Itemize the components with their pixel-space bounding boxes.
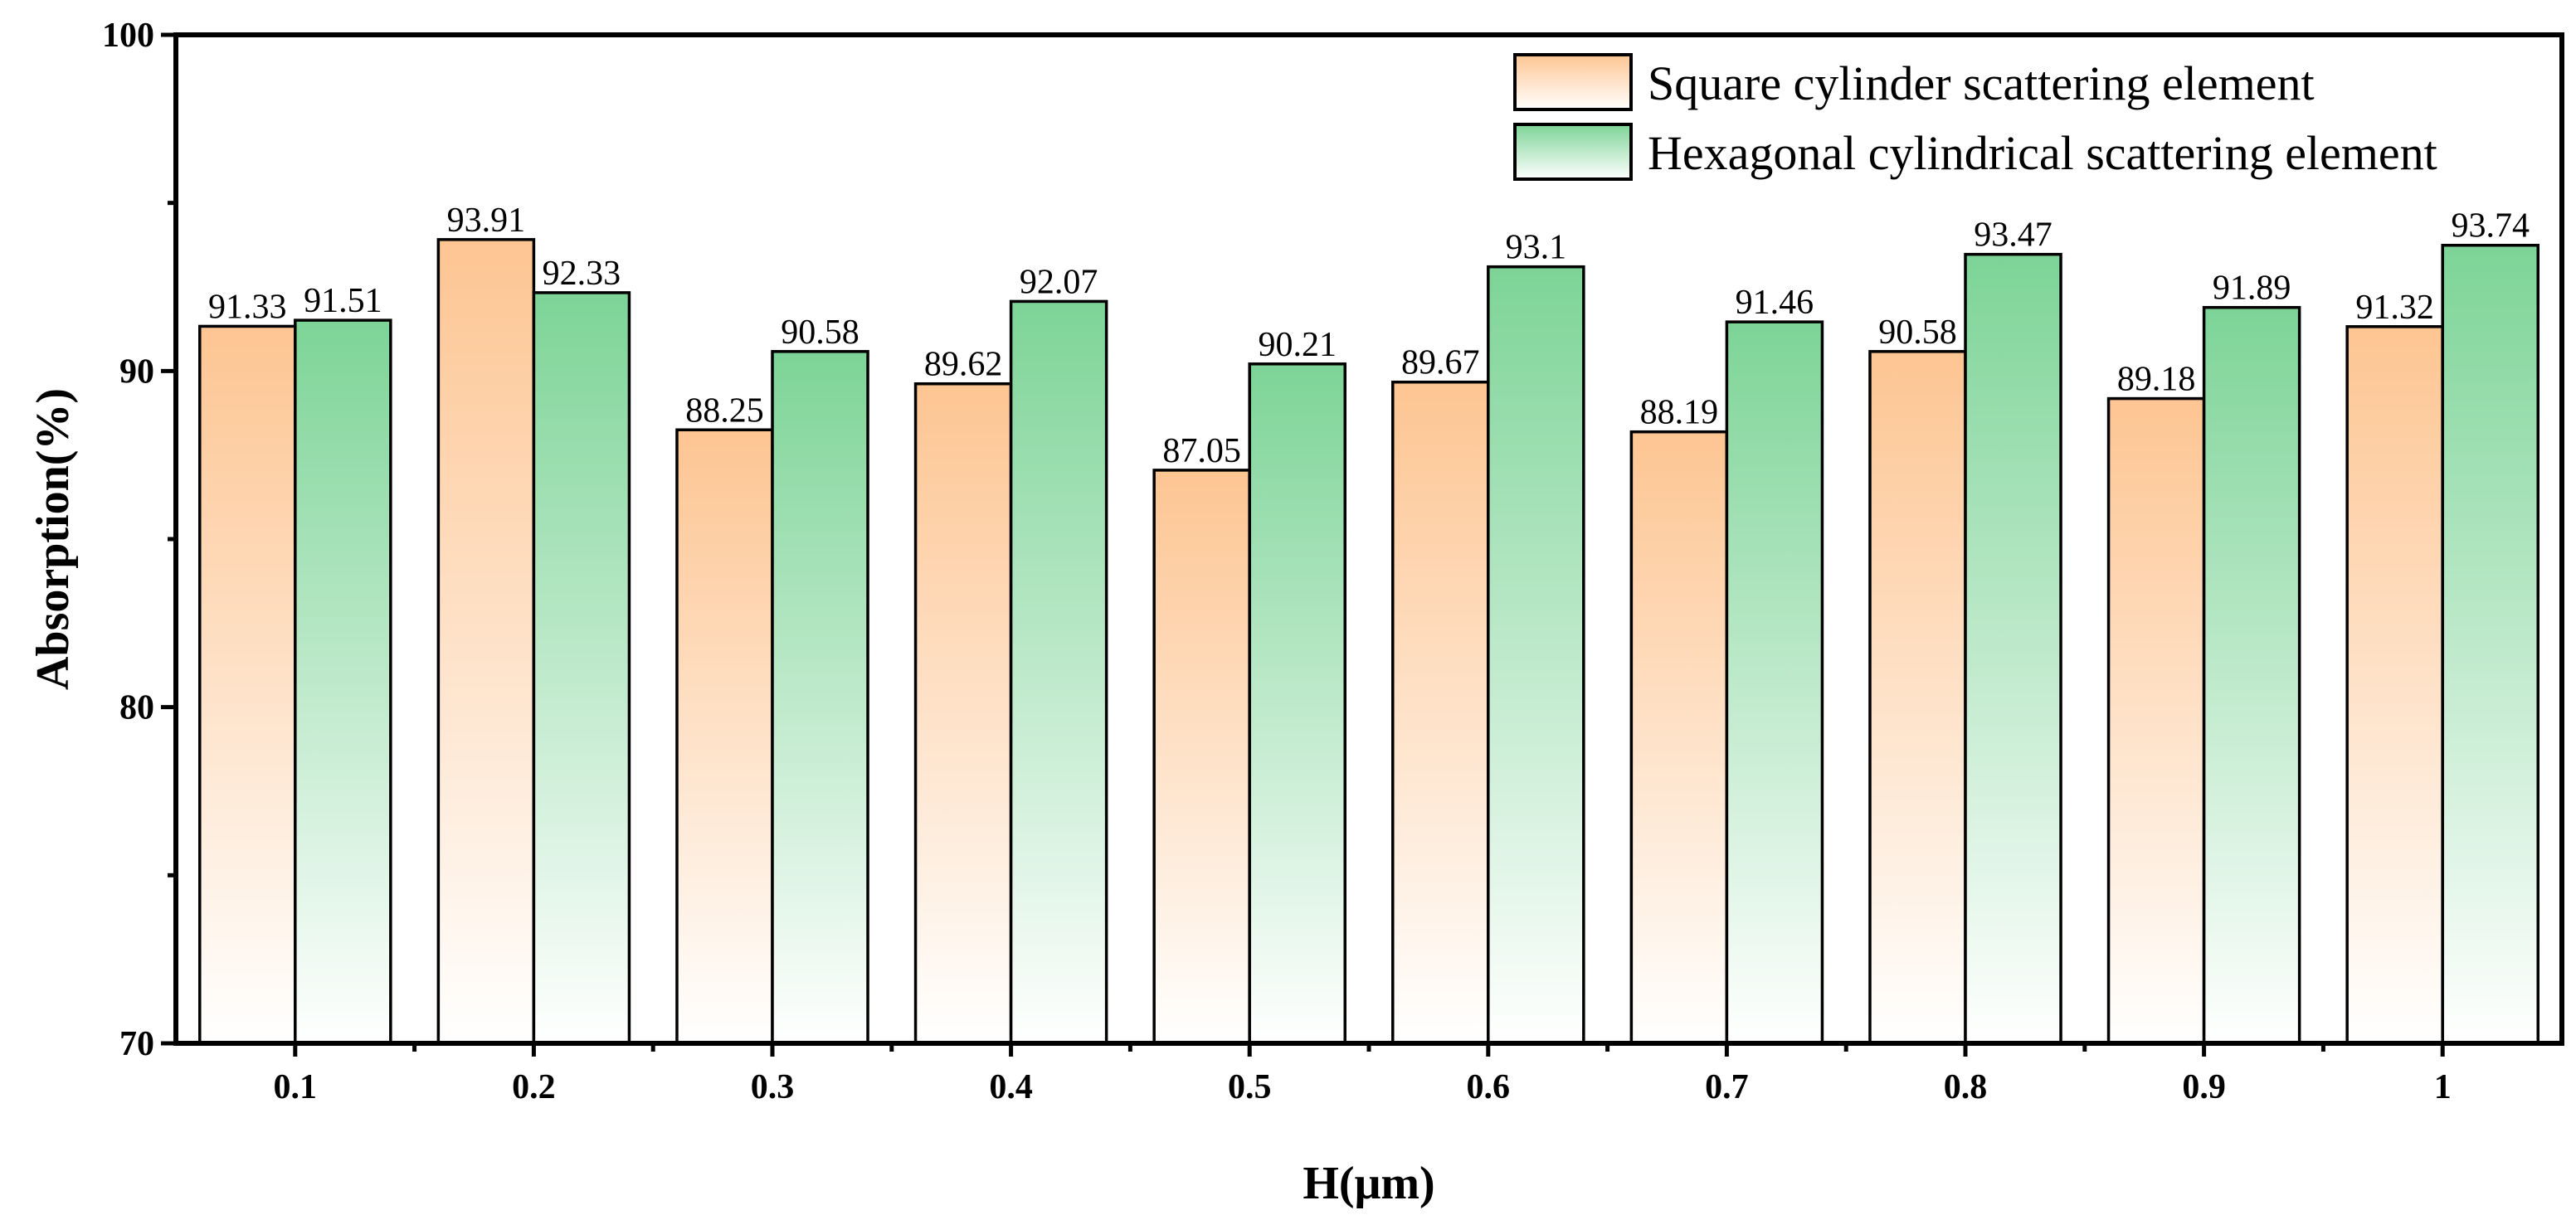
- x-tick-label-0.8: 0.8: [1944, 1068, 1988, 1106]
- x-tick-label-0.2: 0.2: [512, 1068, 556, 1106]
- data-label-hexagonal-0.4: 92.07: [1020, 263, 1098, 301]
- x-tick-label-0.7: 0.7: [1705, 1068, 1749, 1106]
- bar-square-0.3: [675, 428, 774, 1045]
- x-tick-label-1: 1: [2434, 1068, 2452, 1106]
- legend-label-hexagonal: Hexagonal cylindrical scattering element: [1648, 126, 2437, 180]
- y-tick-label-80: 80: [119, 689, 154, 727]
- data-label-hexagonal-0.3: 90.58: [781, 313, 859, 352]
- bar-square-0.8: [1868, 350, 1967, 1045]
- legend: Square cylinder scattering element Hexag…: [1513, 53, 2437, 181]
- x-tick-label-0.4: 0.4: [989, 1068, 1033, 1106]
- data-labels-group: 91.33 91.51 93.91 92.33 88.25 90.58 89.62 92.07…: [208, 202, 2530, 470]
- bar-square-1: [2345, 325, 2444, 1045]
- bar-hexagonal-0.5: [1248, 362, 1346, 1045]
- data-label-hexagonal-0.7: 91.46: [1736, 284, 1814, 322]
- y-axis-title: Absorption(%): [27, 388, 79, 690]
- data-label-square-0.1: 91.33: [208, 288, 287, 326]
- legend-label-square: Square cylinder scattering element: [1648, 56, 2315, 110]
- data-label-square-0.4: 89.62: [924, 346, 1003, 384]
- data-label-hexagonal-1: 93.74: [2451, 207, 2530, 245]
- bar-hexagonal-0.2: [532, 291, 631, 1045]
- x-axis: 0.1 0.2 0.3 0.4 0.5 0.6 0.7 0.8 0.9 1: [274, 1043, 2452, 1106]
- data-label-square-0.9: 89.18: [2117, 361, 2196, 399]
- bar-square-0.4: [913, 382, 1013, 1045]
- data-label-hexagonal-0.2: 92.33: [543, 255, 621, 293]
- bar-hexagonal-0.3: [771, 350, 869, 1045]
- bars-group: [198, 238, 2539, 1045]
- bar-square-0.9: [2106, 396, 2206, 1045]
- bar-square-0.6: [1391, 380, 1490, 1045]
- x-tick-label-0.5: 0.5: [1228, 1068, 1272, 1106]
- legend-item-hexagonal: Hexagonal cylindrical scattering element: [1513, 123, 2437, 181]
- bar-hexagonal-0.9: [2202, 305, 2301, 1045]
- data-label-square-0.6: 89.67: [1401, 344, 1480, 382]
- x-tick-label-0.1: 0.1: [274, 1068, 318, 1106]
- legend-item-square: Square cylinder scattering element: [1513, 53, 2315, 111]
- data-label-square-0.3: 88.25: [685, 391, 764, 430]
- legend-swatch-hexagonal: [1513, 123, 1633, 181]
- data-label-square-0.7: 88.19: [1640, 394, 1719, 432]
- bar-hexagonal-1: [2441, 243, 2539, 1045]
- bar-hexagonal-0.6: [1487, 265, 1585, 1045]
- data-label-square-0.2: 93.91: [447, 202, 526, 240]
- data-label-hexagonal-0.6: 93.1: [1506, 229, 1567, 267]
- data-label-hexagonal-0.1: 91.51: [304, 282, 382, 320]
- bar-hexagonal-0.1: [294, 318, 392, 1045]
- legend-swatch-square: [1513, 53, 1633, 111]
- data-label-hexagonal-0.8: 93.47: [1974, 216, 2053, 255]
- data-label-square-0.8: 90.58: [1878, 313, 1957, 352]
- bar-square-0.1: [198, 324, 297, 1045]
- bar-hexagonal-0.8: [1964, 252, 2062, 1045]
- bar-hexagonal-0.7: [1725, 320, 1824, 1045]
- y-tick-label-90: 90: [119, 352, 154, 391]
- y-tick-label-100: 100: [102, 17, 154, 55]
- bar-hexagonal-0.4: [1009, 299, 1108, 1045]
- data-label-hexagonal-0.9: 91.89: [2213, 270, 2291, 308]
- x-tick-label-0.9: 0.9: [2182, 1068, 2226, 1106]
- data-label-hexagonal-0.5: 90.21: [1258, 326, 1337, 364]
- bar-square-0.2: [436, 238, 536, 1045]
- y-axis: 70 80 90 100: [102, 17, 176, 1063]
- data-label-square-0.5: 87.05: [1162, 432, 1241, 470]
- x-axis-title: H(μm): [1303, 1158, 1434, 1209]
- data-label-square-1: 91.32: [2355, 289, 2434, 327]
- y-tick-label-70: 70: [119, 1025, 154, 1063]
- bar-square-0.7: [1629, 430, 1729, 1045]
- x-tick-label-0.6: 0.6: [1467, 1068, 1511, 1106]
- bar-square-0.5: [1152, 469, 1251, 1045]
- x-tick-label-0.3: 0.3: [751, 1068, 795, 1106]
